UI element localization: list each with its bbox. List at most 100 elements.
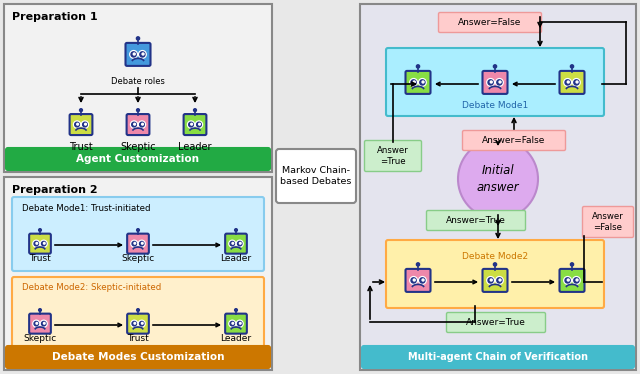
Text: Preparation 2: Preparation 2 <box>12 185 98 195</box>
Circle shape <box>570 263 573 266</box>
Circle shape <box>422 279 424 281</box>
Text: Debate Modes Customization: Debate Modes Customization <box>52 352 224 362</box>
Circle shape <box>490 279 492 281</box>
Circle shape <box>38 229 42 232</box>
Circle shape <box>131 240 138 247</box>
Circle shape <box>417 263 420 266</box>
Circle shape <box>417 65 420 68</box>
Circle shape <box>419 277 426 284</box>
Circle shape <box>239 322 241 324</box>
Circle shape <box>34 321 38 326</box>
Text: Answer
=True: Answer =True <box>377 146 409 166</box>
Circle shape <box>487 79 495 86</box>
Circle shape <box>34 242 38 246</box>
Circle shape <box>134 322 136 324</box>
Circle shape <box>142 53 144 55</box>
Circle shape <box>140 242 144 246</box>
Circle shape <box>131 121 138 128</box>
FancyBboxPatch shape <box>6 148 270 170</box>
FancyBboxPatch shape <box>4 4 272 172</box>
FancyBboxPatch shape <box>127 314 149 334</box>
Circle shape <box>196 122 202 127</box>
Circle shape <box>136 109 140 111</box>
Circle shape <box>40 320 47 327</box>
Circle shape <box>141 123 143 125</box>
Circle shape <box>499 81 501 83</box>
Circle shape <box>74 121 81 128</box>
Circle shape <box>138 320 145 327</box>
Circle shape <box>235 229 237 232</box>
Circle shape <box>565 80 570 85</box>
Circle shape <box>413 81 415 83</box>
Circle shape <box>132 242 136 246</box>
Circle shape <box>499 279 501 281</box>
Circle shape <box>570 65 573 68</box>
Circle shape <box>137 309 140 312</box>
Circle shape <box>42 242 46 246</box>
Circle shape <box>411 80 416 85</box>
Circle shape <box>495 277 503 284</box>
Circle shape <box>420 80 425 85</box>
Circle shape <box>497 80 502 85</box>
FancyBboxPatch shape <box>559 269 584 292</box>
FancyBboxPatch shape <box>582 206 634 237</box>
Circle shape <box>130 50 138 58</box>
Text: Answer=True: Answer=True <box>466 318 526 327</box>
Circle shape <box>132 122 136 127</box>
Text: Multi-agent Chain of Verification: Multi-agent Chain of Verification <box>408 352 588 362</box>
FancyBboxPatch shape <box>6 346 270 368</box>
Circle shape <box>232 242 234 244</box>
Circle shape <box>79 109 83 111</box>
FancyBboxPatch shape <box>12 277 264 351</box>
Circle shape <box>134 242 136 244</box>
Text: Markov Chain-
based Debates: Markov Chain- based Debates <box>280 166 352 186</box>
Text: Agent Customization: Agent Customization <box>77 154 200 164</box>
Text: Debate Mode1: Trust-initiated: Debate Mode1: Trust-initiated <box>22 203 150 212</box>
Circle shape <box>232 322 234 324</box>
FancyBboxPatch shape <box>365 141 422 172</box>
Circle shape <box>576 279 578 281</box>
Circle shape <box>230 242 234 246</box>
Circle shape <box>564 79 572 86</box>
Circle shape <box>75 122 79 127</box>
Circle shape <box>230 321 234 326</box>
Circle shape <box>140 122 144 127</box>
Circle shape <box>236 320 243 327</box>
FancyBboxPatch shape <box>386 240 604 308</box>
Text: Answer=False: Answer=False <box>458 18 522 27</box>
Circle shape <box>139 50 146 58</box>
Circle shape <box>487 277 495 284</box>
FancyBboxPatch shape <box>184 114 206 135</box>
Circle shape <box>44 322 45 324</box>
Circle shape <box>410 79 417 86</box>
Circle shape <box>229 240 236 247</box>
Circle shape <box>229 320 236 327</box>
Circle shape <box>567 279 569 281</box>
FancyBboxPatch shape <box>29 234 51 254</box>
Circle shape <box>573 277 580 284</box>
FancyBboxPatch shape <box>125 43 150 66</box>
Circle shape <box>131 52 136 57</box>
Circle shape <box>565 278 570 283</box>
Circle shape <box>458 139 538 219</box>
Circle shape <box>140 52 145 57</box>
FancyBboxPatch shape <box>426 211 525 230</box>
Circle shape <box>83 122 87 127</box>
Circle shape <box>567 81 569 83</box>
Circle shape <box>141 242 143 244</box>
Circle shape <box>136 37 140 40</box>
Circle shape <box>193 109 196 111</box>
Text: Answer=False: Answer=False <box>483 136 546 145</box>
FancyBboxPatch shape <box>360 4 636 370</box>
Circle shape <box>81 121 88 128</box>
Text: Debate Mode1: Debate Mode1 <box>462 101 528 110</box>
Circle shape <box>236 240 243 247</box>
Circle shape <box>237 321 242 326</box>
Circle shape <box>131 320 138 327</box>
Circle shape <box>410 277 417 284</box>
FancyBboxPatch shape <box>127 114 149 135</box>
Circle shape <box>134 123 136 125</box>
FancyBboxPatch shape <box>12 197 264 271</box>
Circle shape <box>195 121 202 128</box>
Circle shape <box>573 79 580 86</box>
